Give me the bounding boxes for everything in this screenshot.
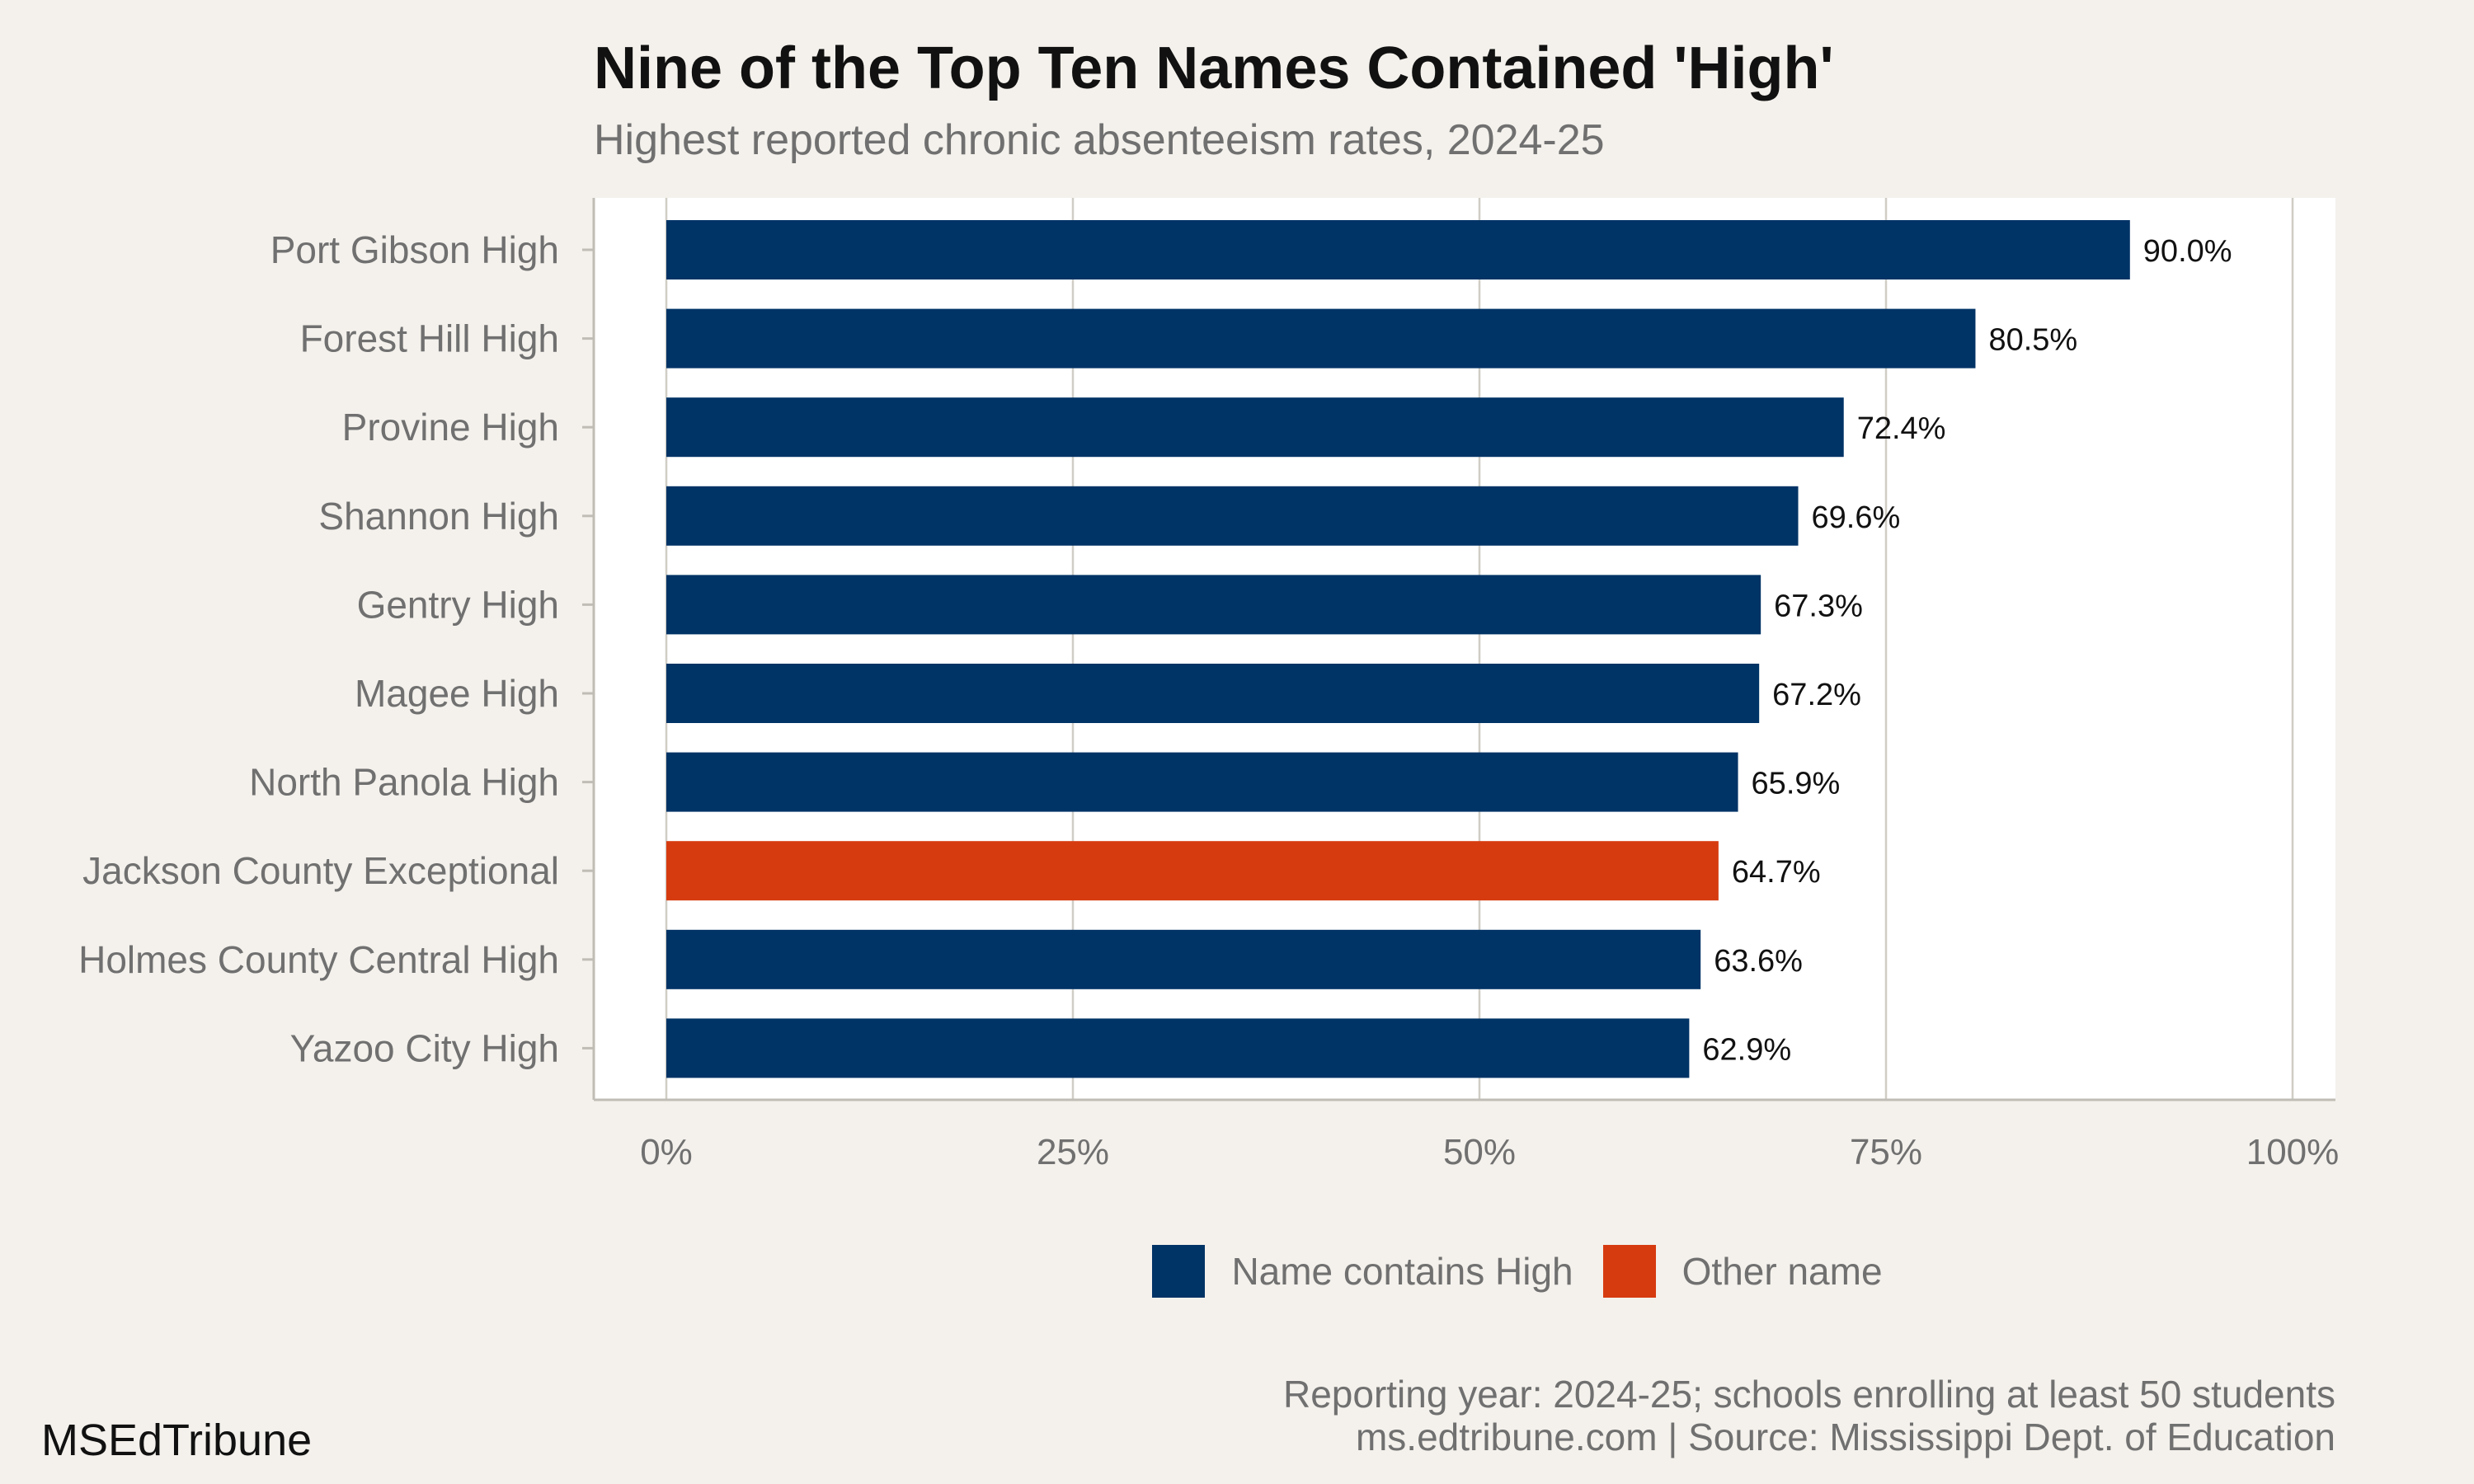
brand-logo-text: MSEdTribune xyxy=(41,1416,313,1465)
bar-3 xyxy=(666,486,1799,546)
bar-7 xyxy=(666,841,1719,901)
chart-title: Nine of the Top Ten Names Contained 'Hig… xyxy=(594,35,1834,101)
x-tick-label-2: 50% xyxy=(1443,1132,1516,1172)
category-label-9: Yazoo City High xyxy=(290,1026,559,1069)
legend-label-high: Name contains High xyxy=(1231,1250,1573,1293)
data-label-2: 72.4% xyxy=(1857,411,1946,446)
legend: Name contains High Other name xyxy=(0,1245,2474,1298)
legend-item-other: Other name xyxy=(1602,1245,1883,1298)
bar-5 xyxy=(666,664,1760,723)
x-tick-label-4: 100% xyxy=(2246,1132,2340,1172)
category-label-6: North Panola High xyxy=(249,761,559,804)
bar-chart: 0% 25% 50% 75% 100% Port Gibson High 90.0% Fore… xyxy=(78,198,2340,1172)
category-label-1: Forest Hill High xyxy=(300,317,559,360)
caption-line-1: Reporting year: 2024-25; schools enrolli… xyxy=(1282,1373,2335,1416)
data-label-1: 80.5% xyxy=(1988,323,2077,358)
bar-8 xyxy=(666,929,1701,989)
data-label-9: 62.9% xyxy=(1702,1032,1791,1067)
data-label-7: 64.7% xyxy=(1732,855,1821,890)
data-label-0: 90.0% xyxy=(2143,234,2232,269)
bar-2 xyxy=(666,397,1844,458)
x-tick-label-3: 75% xyxy=(1850,1132,1922,1172)
category-label-4: Gentry High xyxy=(357,583,559,626)
chart-subtitle: Highest reported chronic absenteeism rat… xyxy=(594,116,1605,164)
category-label-2: Provine High xyxy=(342,406,559,448)
data-label-5: 67.2% xyxy=(1772,678,1861,712)
data-label-6: 65.9% xyxy=(1752,767,1841,801)
category-label-7: Jackson County Exceptional xyxy=(82,849,559,892)
caption: Reporting year: 2024-25; schools enrolli… xyxy=(1283,1373,2335,1458)
caption-line-2: ms.edtribune.com | Source: Mississippi D… xyxy=(1355,1416,2335,1458)
legend-swatch-other xyxy=(1602,1245,1656,1298)
data-label-4: 67.3% xyxy=(1774,589,1863,623)
x-tick-label-1: 25% xyxy=(1037,1132,1109,1172)
data-label-3: 69.6% xyxy=(1812,500,1901,535)
legend-label-other: Other name xyxy=(1681,1250,1883,1293)
legend-item-high: Name contains High xyxy=(1152,1245,1573,1298)
category-label-0: Port Gibson High xyxy=(270,228,559,271)
category-label-8: Holmes County Central High xyxy=(78,938,559,981)
bar-1 xyxy=(666,308,1976,369)
data-label-8: 63.6% xyxy=(1714,944,1803,979)
x-tick-label-0: 0% xyxy=(640,1132,693,1172)
bar-4 xyxy=(666,575,1761,635)
bar-9 xyxy=(666,1018,1690,1078)
category-label-3: Shannon High xyxy=(318,495,559,538)
bar-6 xyxy=(666,752,1738,812)
legend-swatch-high xyxy=(1152,1245,1206,1298)
category-label-5: Magee High xyxy=(355,672,559,715)
bar-0 xyxy=(666,220,2130,279)
